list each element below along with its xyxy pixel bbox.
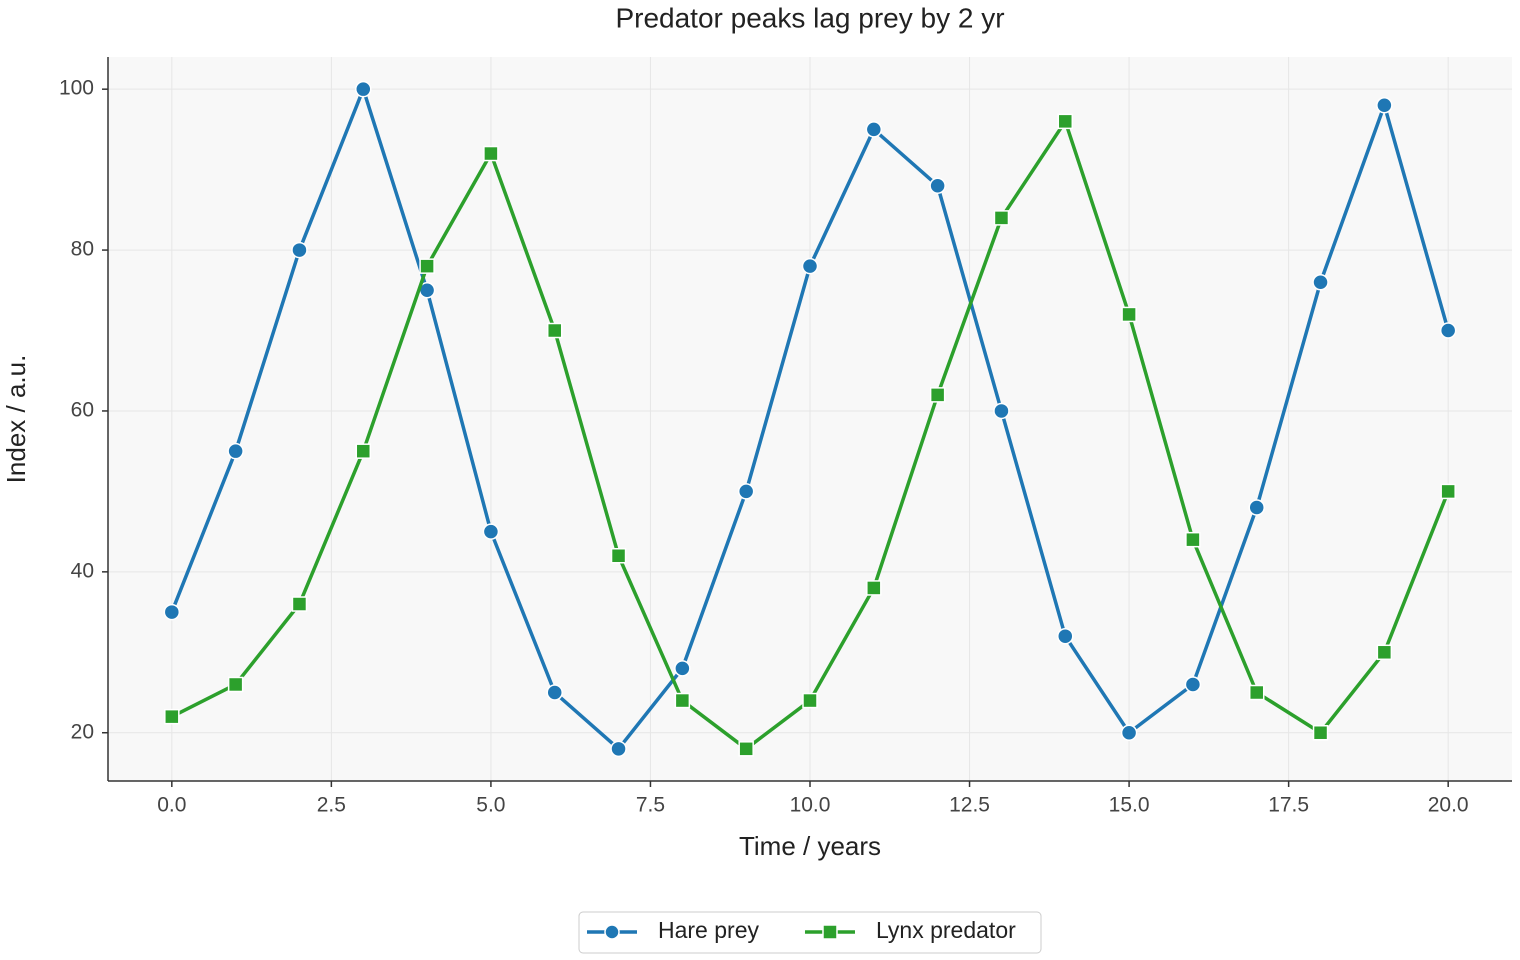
marker — [801, 257, 819, 275]
marker — [1312, 724, 1329, 741]
marker — [610, 740, 627, 758]
marker — [610, 548, 627, 564]
marker — [1376, 644, 1393, 661]
marker — [546, 684, 563, 701]
marker — [802, 692, 818, 709]
marker — [483, 145, 499, 162]
marker — [227, 442, 244, 460]
x-tick-label: 12.5 — [949, 794, 990, 817]
marker — [291, 241, 308, 259]
x-axis-label: Time / years — [739, 831, 881, 861]
marker — [738, 741, 754, 757]
legend-marker — [822, 924, 838, 940]
y-tick-label: 80 — [71, 238, 94, 261]
marker — [1248, 499, 1265, 516]
y-tick-label: 60 — [71, 399, 94, 422]
marker — [737, 483, 755, 500]
y-tick-label: 100 — [59, 77, 94, 100]
marker — [163, 603, 181, 621]
legend-marker — [604, 924, 620, 940]
x-tick-label: 15.0 — [1109, 794, 1150, 817]
marker — [1057, 113, 1074, 130]
x-tick-label: 20.0 — [1428, 794, 1469, 817]
marker — [1376, 97, 1393, 114]
marker — [1184, 676, 1202, 693]
marker — [482, 523, 500, 540]
legend-label: Lynx predator — [876, 917, 1016, 943]
x-tick-label: 5.0 — [476, 794, 505, 817]
marker — [674, 692, 691, 709]
marker — [674, 660, 691, 677]
marker — [1248, 684, 1265, 701]
marker — [929, 177, 946, 194]
marker — [546, 322, 563, 339]
x-tick-label: 2.5 — [317, 794, 346, 817]
marker — [993, 210, 1010, 226]
marker — [865, 121, 883, 138]
marker — [993, 402, 1010, 420]
marker — [355, 80, 372, 98]
y-tick-label: 20 — [71, 720, 94, 743]
y-axis-label: Index / a.u. — [1, 355, 31, 484]
marker — [1057, 627, 1074, 645]
marker — [1121, 306, 1137, 323]
x-tick-label: 7.5 — [636, 794, 665, 817]
x-tick-label: 0.0 — [157, 794, 186, 817]
marker — [227, 676, 244, 693]
marker — [866, 580, 882, 596]
marker — [929, 387, 946, 403]
marker — [355, 443, 372, 459]
x-tick-label: 17.5 — [1268, 794, 1309, 817]
marker — [1439, 322, 1457, 339]
x-tick-label: 10.0 — [790, 794, 831, 817]
legend-label: Hare prey — [658, 917, 759, 943]
marker — [291, 596, 308, 612]
y-tick-label: 40 — [71, 559, 94, 582]
marker — [1312, 273, 1329, 291]
chart-title: Predator peaks lag prey by 2 yr — [615, 2, 1004, 33]
marker — [1185, 531, 1201, 548]
marker — [164, 708, 180, 725]
marker — [1440, 483, 1456, 500]
marker — [419, 258, 435, 274]
marker — [1120, 724, 1138, 741]
